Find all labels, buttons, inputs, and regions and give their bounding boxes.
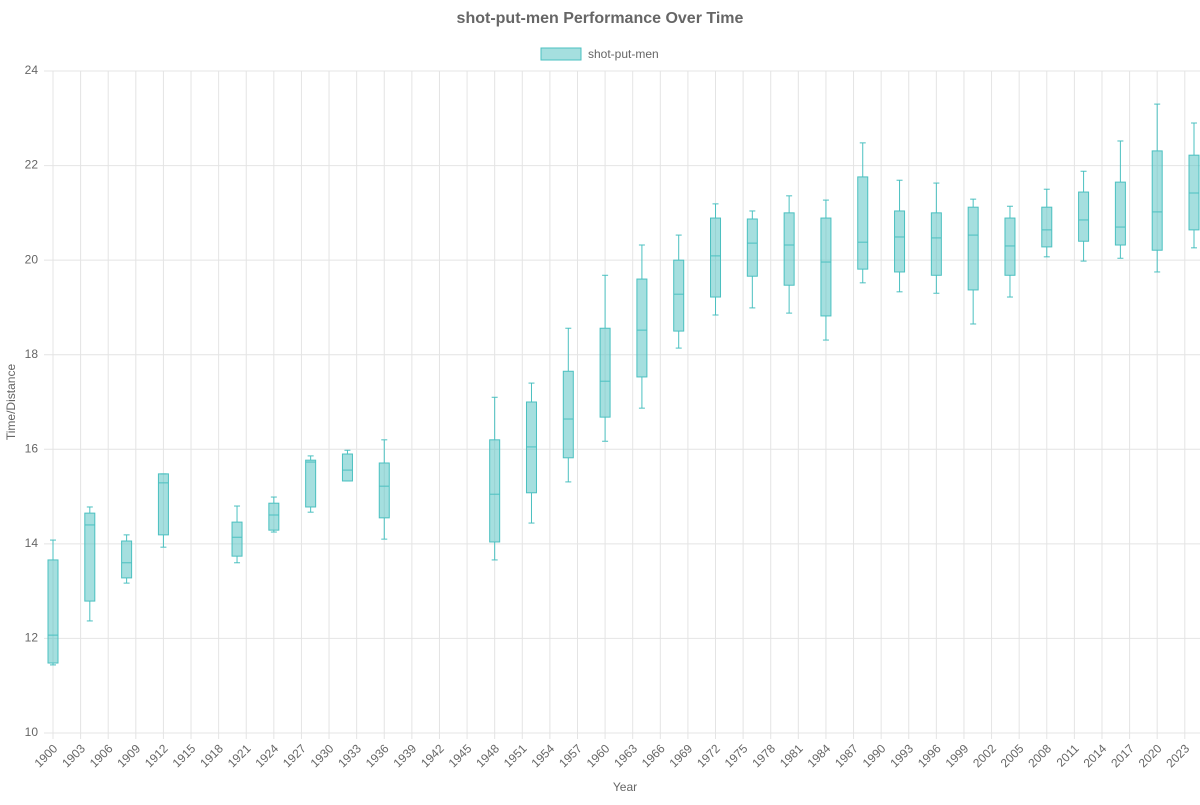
box [1151,150,1163,251]
x-tick-label: 1939 [390,741,419,770]
box [47,559,59,664]
box [268,502,280,531]
x-tick-label: 1987 [832,741,861,770]
x-tick-label: 1915 [170,741,199,770]
x-tick-label: 1984 [805,741,834,770]
y-tick-label: 24 [25,63,39,77]
box [746,218,758,277]
x-tick-label: 2011 [1054,741,1082,769]
x-tick-label: 2008 [1025,741,1054,770]
x-tick-label: 1942 [418,741,447,770]
x-tick-label: 1999 [943,741,972,770]
box [489,439,501,543]
x-tick-label: 1969 [666,741,695,770]
box [1041,206,1053,248]
x-tick-label: 2023 [1163,741,1192,770]
x-tick-label: 2002 [970,741,999,770]
x-tick-label: 1966 [639,741,668,770]
y-tick-label: 18 [25,347,39,361]
box [636,278,648,378]
box [710,217,722,298]
x-tick-label: 2005 [998,741,1027,770]
x-tick-label: 1981 [777,741,806,770]
x-tick-label: 1903 [59,741,88,770]
box [341,453,353,482]
x-tick-label: 1954 [528,741,557,770]
x-tick-label: 1945 [446,741,475,770]
box [894,210,906,273]
box [305,459,317,508]
x-tick-label: 1936 [363,741,392,770]
chart-title: shot-put-men Performance Over Time [457,10,744,27]
x-tick-label: 1909 [114,741,143,770]
box [1078,191,1090,242]
x-tick-label: 1924 [252,741,281,770]
y-tick-label: 20 [25,252,39,266]
box [1004,217,1016,276]
x-tick-label: 1921 [225,741,254,770]
x-tick-label: 1927 [280,741,309,770]
box [84,512,96,602]
x-tick-label: 1960 [584,741,613,770]
box [599,327,611,418]
box [857,176,869,270]
x-tick-label: 1900 [32,741,61,770]
x-tick-label: 1957 [556,741,585,770]
x-tick-label: 1990 [860,741,889,770]
y-tick-label: 10 [25,725,39,739]
y-tick-label: 12 [25,631,39,645]
x-tick-label: 1951 [501,741,530,770]
box [930,212,942,276]
x-tick-label: 1933 [335,741,364,770]
x-tick-label: 1972 [694,741,723,770]
box [121,540,133,579]
box [783,212,795,286]
x-tick-label: 1918 [197,741,226,770]
y-axis-title: Time/Distance [4,364,18,441]
box [378,462,390,519]
x-tick-label: 1930 [308,741,337,770]
y-tick-label: 16 [25,441,39,455]
x-tick-label: 1993 [887,741,916,770]
box [562,370,574,459]
x-tick-label: 1906 [87,741,116,770]
x-tick-label: 2014 [1081,741,1110,770]
box [1114,181,1126,246]
box [231,521,243,557]
y-tick-label: 14 [25,536,39,550]
box [967,206,979,291]
x-tick-label: 2020 [1136,741,1165,770]
box [157,473,169,536]
y-tick-label: 22 [25,158,39,172]
legend-label: shot-put-men [588,47,659,61]
x-tick-label: 1975 [722,741,751,770]
x-tick-label: 1948 [473,741,502,770]
x-tick-label: 1912 [142,741,171,770]
x-tick-label: 1963 [611,741,640,770]
box [820,217,832,317]
x-tick-label: 2017 [1108,741,1137,770]
box [673,259,685,332]
x-tick-label: 1996 [915,741,944,770]
legend-swatch [540,47,582,61]
x-axis-title: Year [613,780,637,794]
x-tick-label: 1978 [749,741,778,770]
